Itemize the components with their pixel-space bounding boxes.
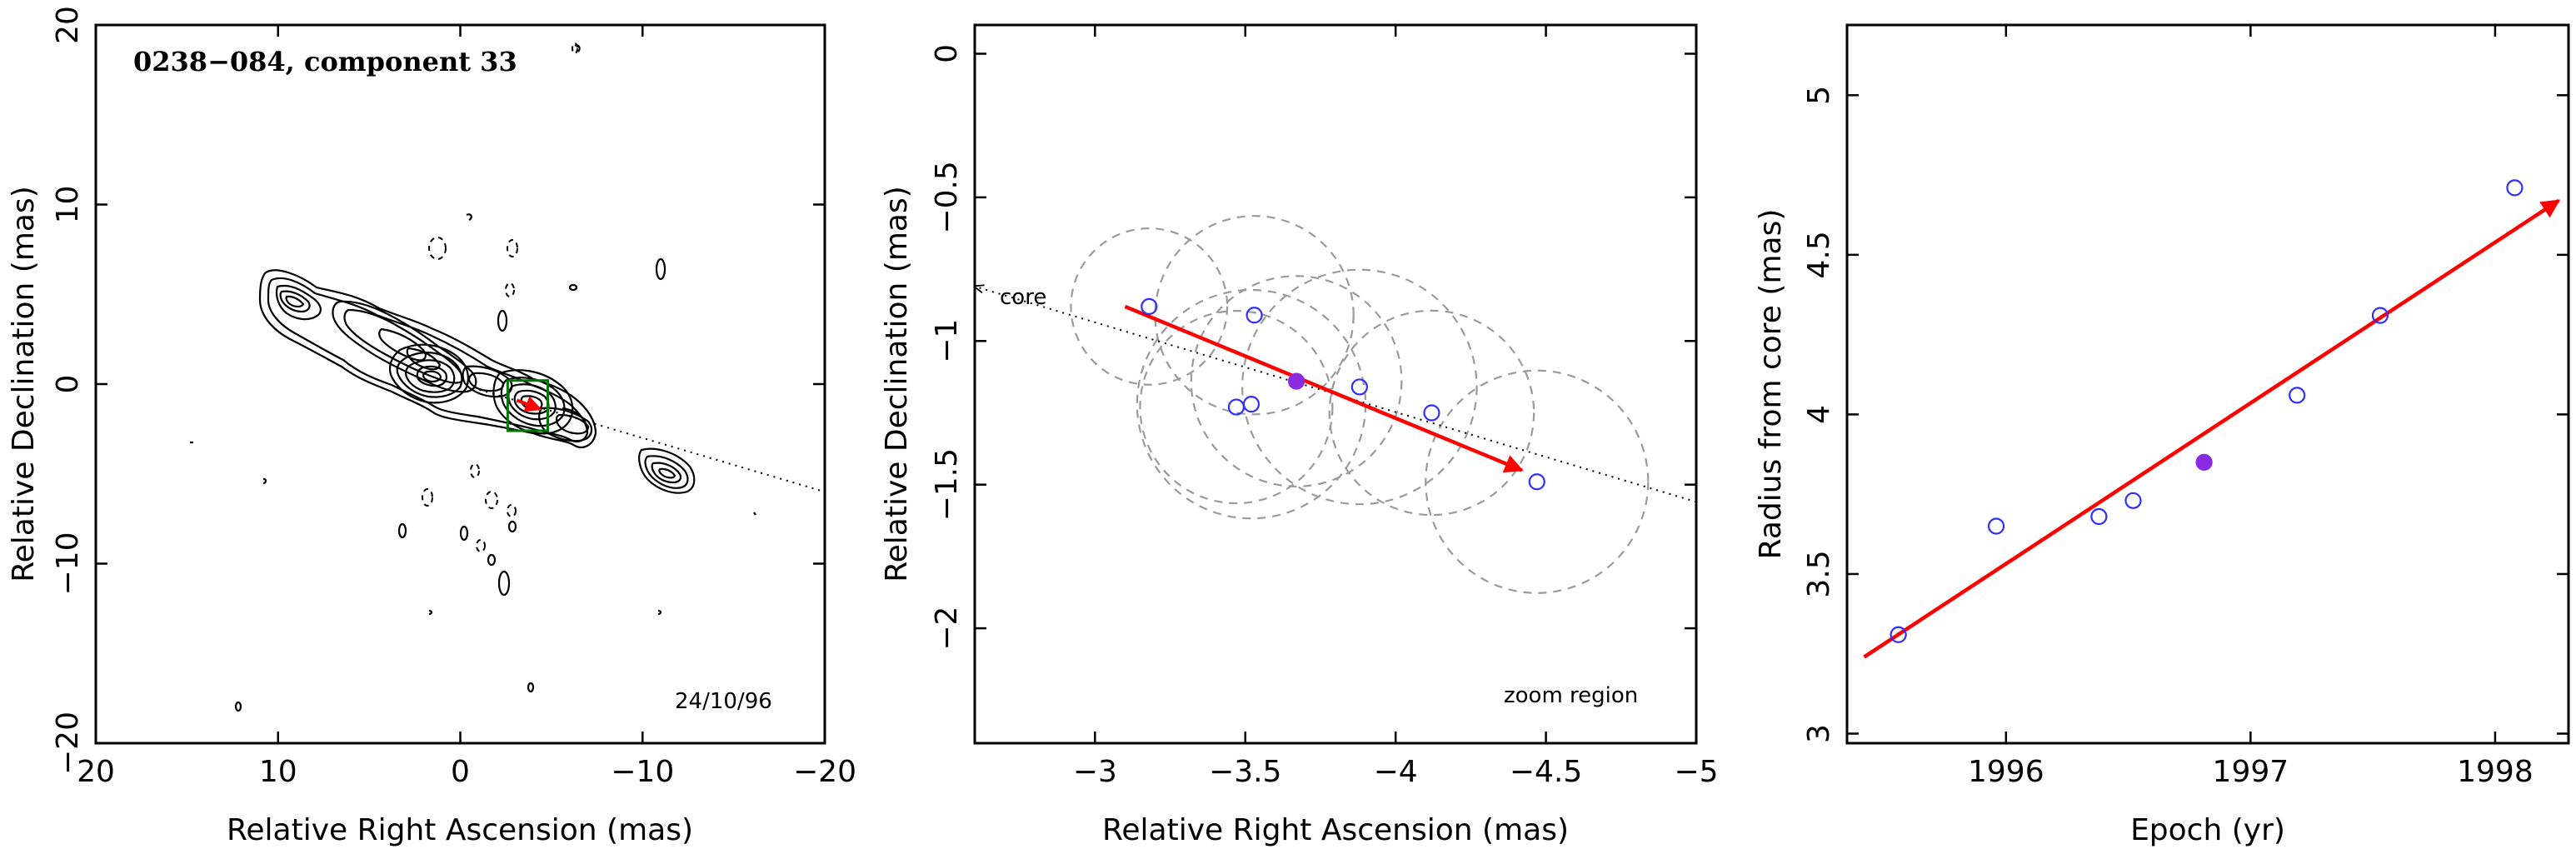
contour-plot-area bbox=[190, 42, 825, 712]
highlighted-radius-marker bbox=[2195, 453, 2213, 471]
x-tick-label: 20 bbox=[77, 755, 115, 789]
y-tick-label: 4 bbox=[1802, 405, 1836, 424]
y-tick-label: 0 bbox=[930, 44, 964, 63]
radius-marker bbox=[2506, 179, 2524, 197]
x-tick-label: −3 bbox=[1073, 755, 1117, 789]
zoom-x-axis-label: Relative Right Ascension (mas) bbox=[1102, 813, 1569, 847]
y-tick-label: 3.5 bbox=[1802, 550, 1836, 597]
y-tick-label: −20 bbox=[51, 712, 85, 775]
gaussian-component-circles bbox=[1070, 215, 1650, 594]
radius-fit-arrow bbox=[1863, 198, 2561, 659]
zoom-y-axis-label: Relative Declination (mas) bbox=[880, 186, 914, 582]
y-tick-label: 5 bbox=[1802, 86, 1836, 105]
x-tick-label: −20 bbox=[793, 755, 856, 789]
y-tick-label: 20 bbox=[51, 6, 85, 44]
radius-marker bbox=[1987, 517, 2005, 535]
contour-panel-title: 0238−084, component 33 bbox=[133, 46, 517, 77]
position-marker bbox=[1227, 398, 1246, 416]
zoom-region-label: zoom region bbox=[1504, 683, 1638, 708]
component-size-circle bbox=[1070, 227, 1229, 386]
radius-marker bbox=[2371, 307, 2389, 324]
component-size-circle bbox=[1241, 268, 1478, 506]
component-size-circle bbox=[1139, 310, 1334, 505]
contour-axis-ticks: 20 10 0 −10 −20 −20 −10 0 10 20 bbox=[51, 6, 856, 789]
radius-y-axis-label: Radius from core (mas) bbox=[1754, 209, 1788, 560]
zoom-plot-frame bbox=[973, 23, 1698, 745]
fitted-motion-arrow bbox=[1124, 304, 1524, 473]
x-tick-label: 10 bbox=[259, 755, 297, 789]
y-tick-label: 0 bbox=[51, 375, 85, 394]
radius-axis-ticks: 1996 1997 1998 3 3.5 4 4.5 5 bbox=[1802, 25, 2569, 789]
y-tick-label: 3 bbox=[1802, 724, 1836, 743]
contour-panel: 20 10 0 −10 −20 −20 −10 0 10 20 0238−084, compone… bbox=[7, 6, 856, 847]
position-marker bbox=[1141, 297, 1158, 316]
radius-marker bbox=[1890, 626, 1907, 643]
contour-plot-frame bbox=[94, 23, 826, 745]
position-marker bbox=[1423, 404, 1440, 422]
component-size-circle bbox=[1328, 309, 1535, 517]
component-size-circle bbox=[1154, 215, 1355, 416]
contour-x-axis-label: Relative Right Ascension (mas) bbox=[227, 813, 693, 847]
core-direction-line bbox=[975, 287, 1696, 503]
x-tick-label: −4 bbox=[1374, 755, 1418, 789]
zoom-scatter-panel: −3 −3.5 −4 −4.5 −5 0 −0.5 −1 −1.5 −2 core zoom re… bbox=[880, 23, 1719, 847]
radius-marker bbox=[2124, 492, 2142, 509]
radius-plot-area bbox=[1863, 179, 2561, 659]
radius-x-axis-label: Epoch (yr) bbox=[2130, 813, 2285, 847]
observation-date-label: 24/10/96 bbox=[675, 689, 772, 714]
position-marker bbox=[1350, 378, 1368, 396]
zoom-axis-ticks: −3 −3.5 −4 −4.5 −5 0 −0.5 −1 −1.5 −2 bbox=[930, 25, 1719, 789]
position-marker bbox=[1528, 473, 1545, 491]
component-size-circle bbox=[1425, 369, 1650, 594]
x-tick-label: −5 bbox=[1674, 755, 1718, 789]
x-tick-label: 1998 bbox=[2457, 755, 2534, 789]
x-tick-label: −3.5 bbox=[1209, 755, 1281, 789]
zoom-region-box bbox=[506, 379, 549, 432]
radius-plot-frame bbox=[1845, 23, 2570, 745]
radius-epoch-panel: 1996 1997 1998 3 3.5 4 4.5 5 Epoch (yr) Radius … bbox=[1754, 23, 2570, 847]
contour-y-axis-label: Relative Declination (mas) bbox=[7, 186, 41, 582]
position-marker bbox=[1246, 307, 1263, 324]
core-direction-label: core bbox=[1000, 285, 1046, 310]
x-tick-label: 1996 bbox=[1968, 755, 2044, 789]
component-positions bbox=[1141, 297, 1545, 491]
x-tick-label: 0 bbox=[451, 755, 470, 789]
radio-contour-map bbox=[190, 42, 756, 712]
y-tick-label: 4.5 bbox=[1802, 231, 1836, 278]
y-tick-label: −10 bbox=[51, 532, 85, 596]
zoom-plot-area bbox=[975, 215, 1696, 594]
y-tick-label: −2 bbox=[930, 607, 964, 651]
x-tick-label: −10 bbox=[611, 755, 674, 789]
x-tick-label: −4.5 bbox=[1510, 755, 1582, 789]
x-tick-label: 1997 bbox=[2213, 755, 2289, 789]
y-tick-label: −1 bbox=[930, 319, 964, 363]
component-motion-arrow bbox=[516, 396, 542, 412]
radius-marker bbox=[2289, 387, 2306, 404]
component-size-circle bbox=[1190, 275, 1403, 487]
y-tick-label: −0.5 bbox=[930, 161, 964, 233]
position-marker bbox=[1242, 396, 1261, 413]
radius-marker bbox=[2090, 507, 2108, 526]
y-tick-label: 10 bbox=[51, 186, 85, 224]
y-tick-label: −1.5 bbox=[930, 448, 964, 521]
radius-points bbox=[1890, 179, 2524, 643]
highlighted-position-marker bbox=[1287, 372, 1305, 390]
